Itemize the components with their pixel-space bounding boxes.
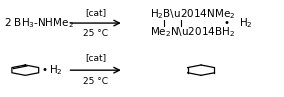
Text: 2 BH$_3$-NHMe$_2$: 2 BH$_3$-NHMe$_2$: [4, 16, 74, 30]
Text: 25 °C: 25 °C: [83, 77, 108, 86]
Text: 25 °C: 25 °C: [83, 29, 108, 38]
Text: •: •: [224, 18, 229, 28]
Text: H$_2$: H$_2$: [49, 63, 63, 77]
Text: [cat]: [cat]: [85, 8, 106, 17]
Text: H$_2$: H$_2$: [239, 16, 253, 30]
Text: H$_2$B\u2014NMe$_2$: H$_2$B\u2014NMe$_2$: [151, 7, 236, 21]
Text: •: •: [42, 65, 48, 75]
Text: Me$_2$N\u2014BH$_2$: Me$_2$N\u2014BH$_2$: [151, 26, 235, 39]
Text: [cat]: [cat]: [85, 53, 106, 62]
